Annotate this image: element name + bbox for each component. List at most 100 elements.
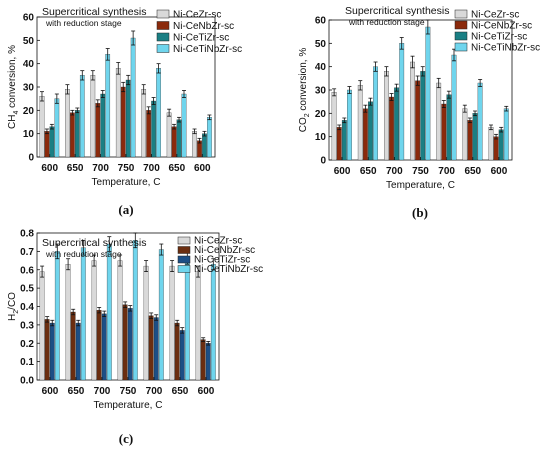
bar: [141, 89, 147, 158]
y-axis-title: CH4 conversion, %: [7, 45, 20, 129]
y-tick-label: 0.7: [20, 247, 34, 258]
bar: [95, 103, 101, 158]
bar: [368, 101, 373, 161]
bar: [446, 94, 452, 161]
legend-swatch: [177, 246, 191, 254]
bar: [169, 265, 175, 381]
x-tick-label: 700: [146, 386, 163, 397]
bar: [80, 247, 86, 381]
legend-swatch: [454, 31, 468, 41]
synthesis-annotation: Supercritical synthesis: [42, 237, 146, 249]
panel-label: (a): [118, 202, 133, 217]
bar: [195, 271, 201, 381]
bar: [171, 126, 177, 158]
bar: [331, 92, 337, 161]
bar: [394, 87, 400, 161]
bar: [122, 304, 128, 381]
y-tick-label: 0.1: [20, 357, 34, 368]
y-tick-label: 0.5: [20, 284, 34, 295]
bar: [192, 131, 197, 158]
legend-label: Ni-CeTiNbZr-sc: [471, 43, 540, 54]
x-tick-label: 600: [198, 386, 215, 397]
bar: [472, 113, 478, 161]
y-tick-label: 40: [315, 62, 327, 73]
x-tick-label: 650: [360, 166, 377, 177]
legend-label: Ni-CeTiNbZr-sc: [173, 44, 242, 55]
bar: [130, 37, 136, 158]
legend-label: Ni-CeNbZr-sc: [194, 245, 255, 256]
x-tick-label: 700: [386, 166, 403, 177]
panel-label: (b): [412, 205, 428, 220]
bar: [498, 129, 504, 161]
y-tick-label: 60: [23, 13, 35, 24]
x-tick-label: 600: [41, 163, 58, 174]
bar: [181, 93, 187, 158]
bar: [179, 330, 185, 381]
bar: [101, 313, 107, 381]
y-tick-label: 30: [315, 86, 327, 97]
bar: [362, 108, 368, 161]
bar: [49, 126, 55, 158]
bar: [158, 249, 164, 381]
bar: [91, 260, 97, 381]
bar: [357, 85, 363, 161]
y-tick-label: 0.8: [20, 229, 34, 240]
bar: [156, 68, 161, 158]
y-axis-title-main: H: [7, 314, 18, 321]
bar: [39, 271, 45, 381]
y-tick-label: 20: [23, 106, 35, 117]
bar: [503, 108, 509, 161]
x-tick-label: 700: [94, 386, 111, 397]
legend-label: Ni-CeZr-sc: [471, 10, 519, 21]
bar: [399, 43, 405, 161]
y-tick-label: 50: [23, 36, 35, 47]
legend-swatch: [177, 236, 191, 245]
bar: [341, 120, 347, 161]
y-axis-title-main: CO: [298, 117, 309, 132]
bar: [462, 108, 468, 161]
y-tick-label: 30: [23, 83, 35, 94]
legend-swatch: [454, 9, 468, 19]
bar: [39, 96, 45, 158]
bar: [202, 133, 207, 158]
y-tick-label: 50: [315, 39, 327, 50]
y-tick-label: 0: [320, 156, 326, 167]
bar: [120, 86, 126, 158]
bar: [207, 117, 212, 158]
bar: [488, 127, 494, 161]
bar: [415, 80, 421, 161]
bar: [425, 26, 431, 161]
legend-label: Ni-CeTiZr-sc: [471, 32, 527, 43]
synthesis-annotation: Supercritical synthesis: [42, 6, 146, 18]
legend-swatch: [454, 42, 468, 52]
bar: [493, 136, 499, 161]
chart-panel-b: 0 10 20 30 40 50 60 600 650 700 750 700 650 600 Temper…: [298, 5, 540, 220]
y-tick-label: 10: [315, 132, 327, 143]
bar: [44, 319, 50, 381]
x-tick-label: 650: [464, 166, 481, 177]
bar: [467, 120, 473, 161]
y-tick-label: 0.2: [20, 339, 34, 350]
bar: [127, 308, 133, 381]
y-tick-label: 60: [315, 16, 327, 27]
legend-label: Ni-CeTiZr-sc: [173, 33, 229, 44]
bar: [336, 127, 342, 161]
bar: [373, 66, 378, 161]
y-tick-label: 0.0: [20, 376, 34, 387]
synthesis-annotation-sub: with reduction stage: [348, 17, 425, 27]
bar: [451, 54, 457, 161]
legend-swatch: [156, 21, 170, 30]
y-axis-title-subscript: 2: [304, 113, 311, 117]
bar: [166, 112, 172, 158]
bar: [125, 79, 131, 158]
bar: [115, 68, 121, 158]
bar: [210, 264, 216, 381]
y-axis-title: CO2 conversion, %: [298, 48, 311, 133]
x-tick-label: 650: [67, 163, 84, 174]
y-axis-title-rest: conversion, %: [298, 48, 309, 114]
x-tick-label: 600: [42, 386, 59, 397]
bar: [65, 264, 71, 381]
bar: [117, 260, 123, 381]
y-tick-label: 0: [28, 153, 34, 164]
